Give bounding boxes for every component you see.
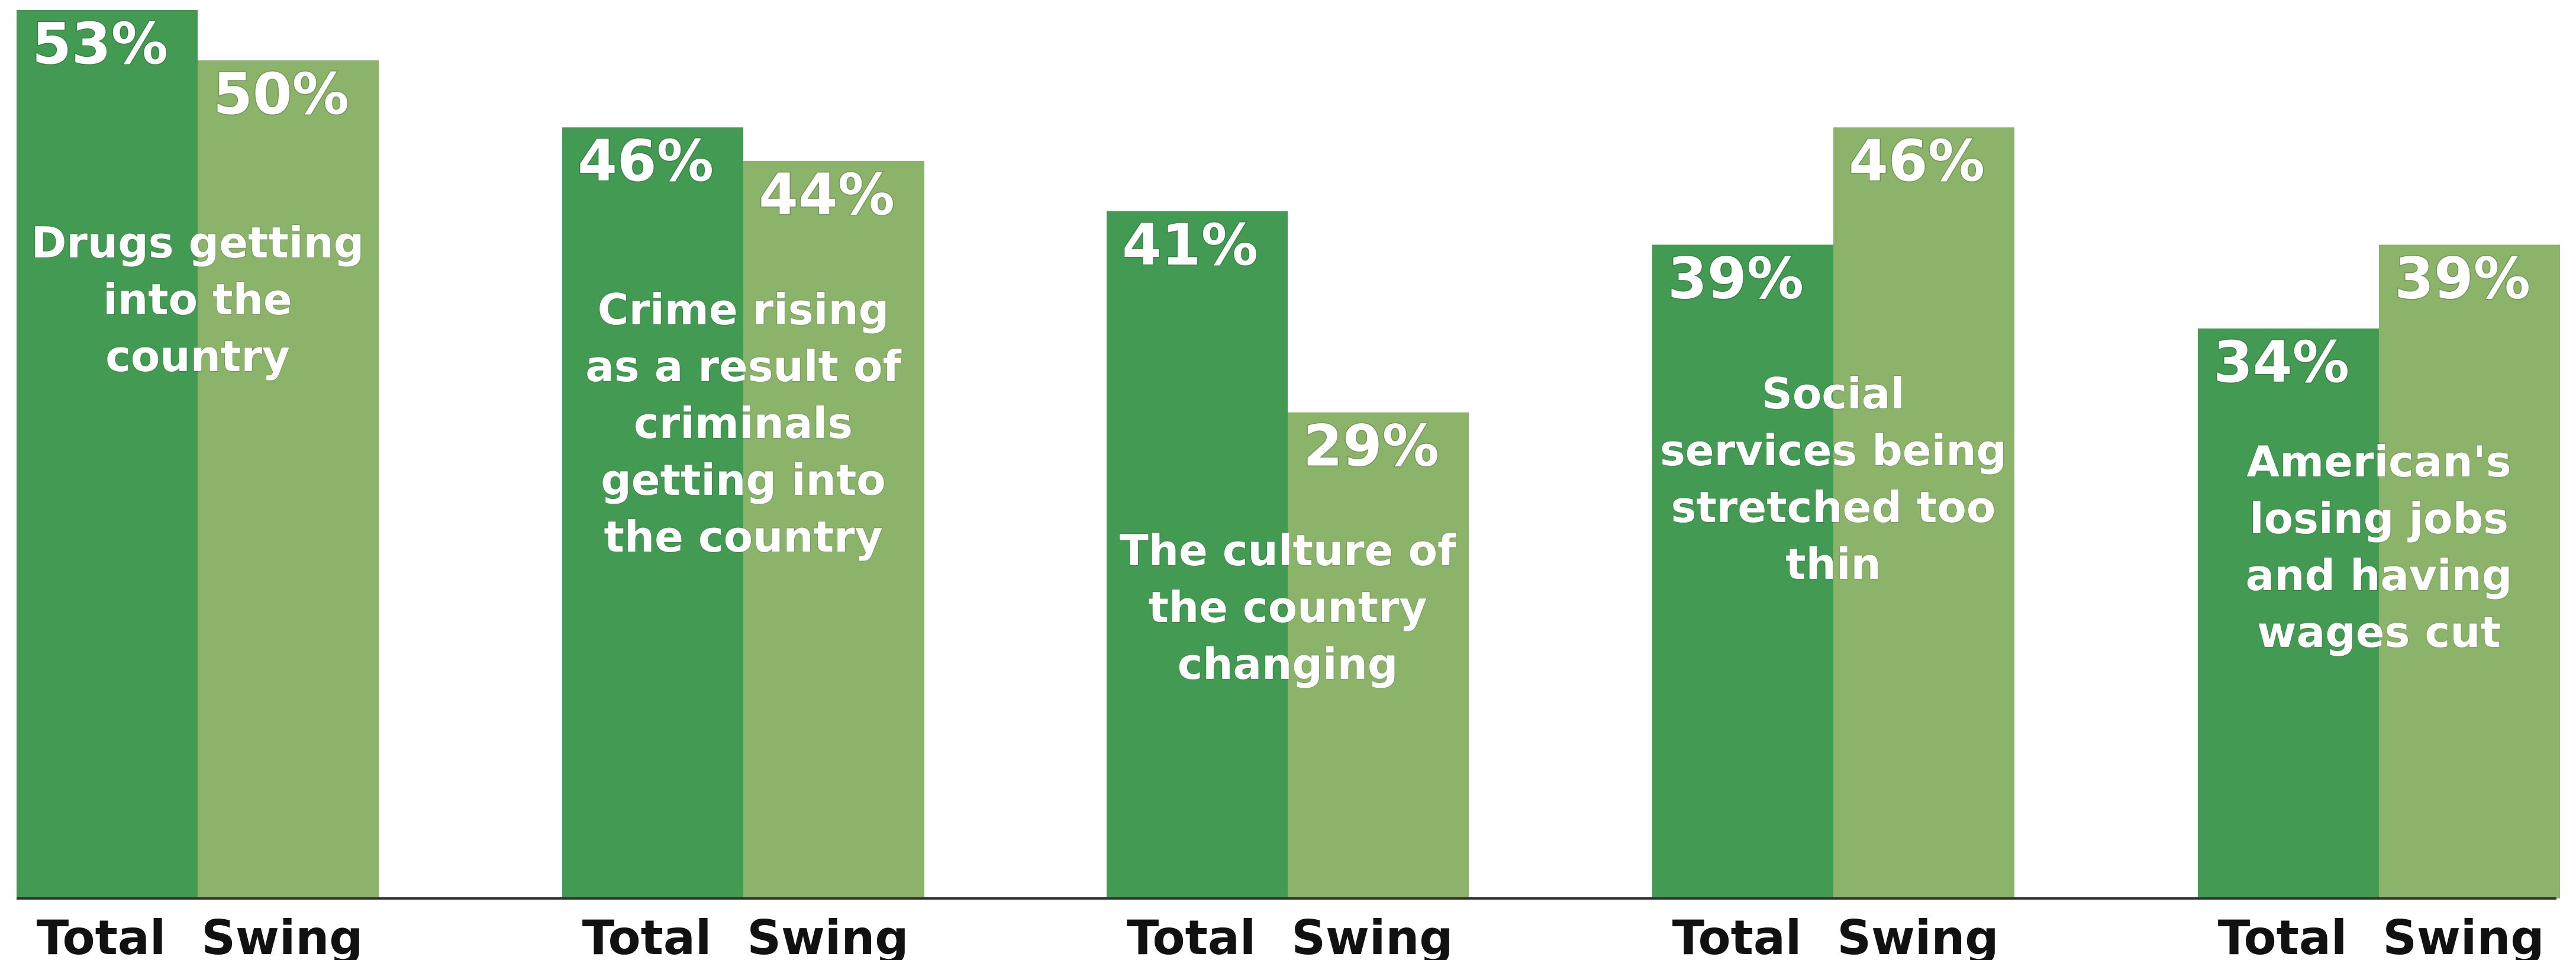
value-label-total-3: 39%	[1668, 245, 1804, 311]
value-label-swing-1: 44%	[759, 162, 895, 228]
category-label-2-line-0: The culture of	[1120, 526, 1456, 575]
category-label-0-line-0: Drugs getting	[31, 218, 365, 268]
category-label-0-line-1: into the	[103, 275, 292, 324]
bar-swing-3	[1833, 127, 2014, 899]
category-label-4-line-1: losing jobs	[2249, 494, 2509, 543]
category-label-2-line-1: the country	[1148, 582, 1427, 632]
category-label-1-line-4: the country	[604, 512, 882, 562]
bar-swing-1	[743, 160, 924, 899]
x-label-swing-1: Swing	[747, 910, 908, 960]
category-label-1-line-3: getting into	[601, 455, 886, 505]
bar-swing-0	[198, 60, 379, 898]
value-label-total-2: 41%	[1122, 212, 1258, 278]
value-label-swing-3: 46%	[1849, 128, 1985, 194]
category-label-4-line-0: American's	[2246, 437, 2511, 487]
category-label-0-line-2: country	[105, 331, 290, 381]
value-label-total-0: 53%	[32, 11, 168, 77]
value-label-swing-4: 39%	[2394, 245, 2530, 311]
category-label-3-line-3: thin	[1785, 539, 1881, 589]
category-label-4-line-2: and having	[2246, 550, 2513, 600]
bar-total-4	[2198, 328, 2379, 898]
x-label-total-1: Total	[582, 910, 712, 960]
value-label-total-4: 34%	[2213, 329, 2349, 395]
x-label-swing-2: Swing	[1291, 910, 1453, 960]
x-label-total-2: Total	[1127, 910, 1256, 960]
labels-layer: 53% Total 50% Swing Drugs getting into the cou…	[31, 10, 2545, 960]
value-label-total-1: 46%	[578, 128, 714, 194]
bar-total-0	[17, 10, 198, 898]
x-label-swing-0: Swing	[201, 910, 363, 960]
bars-layer	[17, 10, 2560, 899]
x-label-swing-4: Swing	[2382, 910, 2544, 960]
x-label-total-4: Total	[2218, 910, 2348, 960]
category-label-1-line-1: as a result of	[585, 342, 901, 391]
category-label-2-line-2: changing	[1178, 639, 1398, 689]
value-label-swing-2: 29%	[1303, 413, 1439, 479]
category-label-3-line-0: Social	[1762, 369, 1905, 418]
category-label-1-line-2: criminals	[634, 398, 853, 448]
x-label-total-0: Total	[37, 910, 166, 960]
bar-swing-4	[2379, 244, 2560, 898]
bar-total-1	[562, 127, 743, 899]
value-label-swing-0: 50%	[213, 61, 349, 127]
category-label-3-line-1: services being	[1660, 426, 2007, 475]
bar-total-2	[1107, 211, 1288, 898]
bar-swing-2	[1288, 412, 1469, 898]
bar-total-3	[1652, 244, 1833, 898]
x-label-swing-3: Swing	[1837, 910, 1998, 960]
x-label-total-3: Total	[1672, 910, 1802, 960]
category-label-4-line-3: wages cut	[2257, 607, 2501, 657]
category-label-1-line-0: Crime rising	[598, 285, 889, 334]
category-label-3-line-2: stretched too	[1671, 482, 1996, 532]
